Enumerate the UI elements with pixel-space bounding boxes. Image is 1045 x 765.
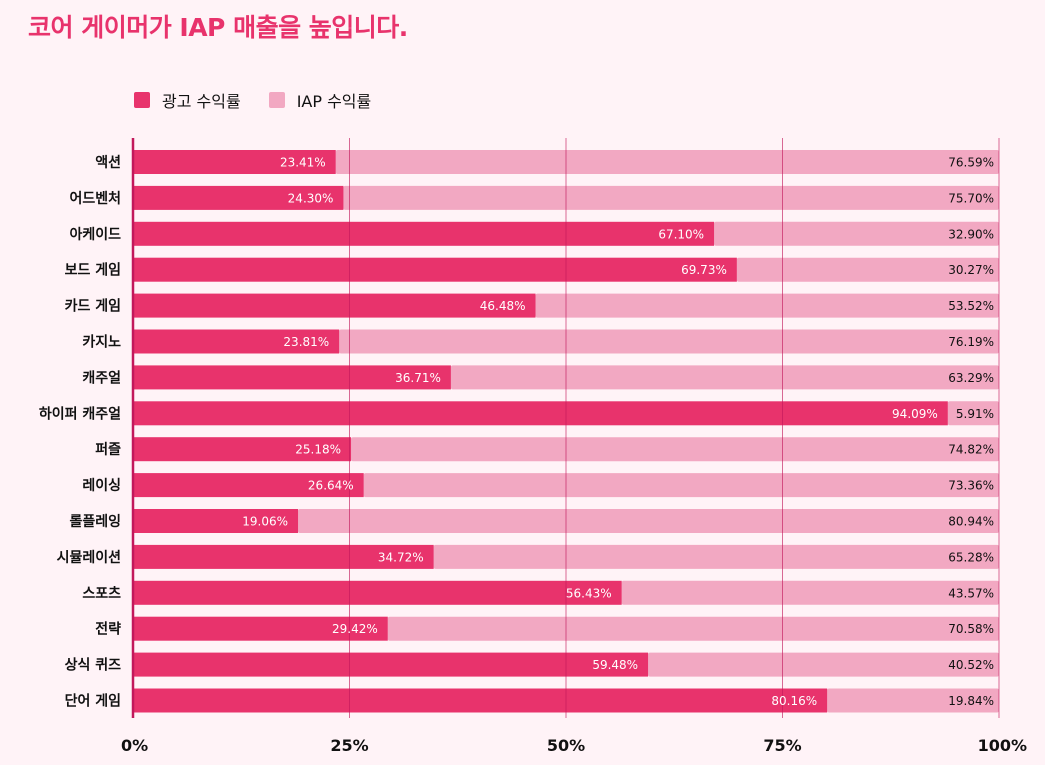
bar-ad	[133, 185, 344, 210]
bar-iap	[947, 401, 999, 426]
bar-iap	[351, 437, 999, 462]
x-tick-label: 50%	[547, 736, 585, 755]
bar-ad	[133, 257, 737, 282]
bar-ad	[133, 401, 948, 426]
data-label-iap: 70.58%	[948, 622, 994, 636]
data-label-iap: 75.70%	[948, 191, 994, 205]
bar-ad	[133, 473, 364, 498]
bar-iap	[450, 365, 1000, 390]
x-tick-label: 0%	[121, 736, 148, 755]
legend-swatch-ad	[134, 92, 150, 108]
bar-ad	[133, 616, 388, 641]
data-label-ad: 26.64%	[308, 479, 354, 493]
chart-title: 코어 게이머가 IAP 매출을 높입니다.	[28, 13, 408, 42]
legend-label-ad: 광고 수익률	[162, 92, 241, 111]
x-tick-label: 25%	[330, 736, 368, 755]
data-label-ad: 56.43%	[566, 586, 612, 600]
data-label-ad: 46.48%	[480, 299, 526, 313]
legend-item-ad: 광고 수익률	[134, 88, 241, 112]
category-label: 롤플레잉	[69, 513, 121, 530]
x-tick-label: 100%	[978, 736, 1027, 755]
data-label-ad: 23.81%	[283, 335, 329, 349]
data-label-iap: 63.29%	[948, 371, 994, 385]
category-label: 상식 퀴즈	[65, 657, 122, 674]
bar-ad	[133, 544, 434, 569]
category-label: 캐주얼	[82, 370, 121, 386]
bar-iap	[621, 580, 999, 605]
data-label-iap: 76.59%	[948, 156, 994, 170]
bar-ad	[133, 580, 622, 605]
data-label-iap: 19.84%	[948, 694, 994, 708]
data-label-ad: 69.73%	[681, 263, 727, 277]
data-label-iap: 30.27%	[948, 263, 994, 277]
bar-iap	[298, 509, 1000, 533]
bar-iap	[387, 616, 999, 641]
data-label-ad: 36.71%	[395, 371, 441, 385]
bar-iap	[714, 221, 999, 246]
legend-item-iap: IAP 수익률	[268, 88, 372, 112]
category-label: 스포츠	[82, 586, 121, 602]
bar-ad	[133, 150, 336, 174]
bar-ad	[133, 688, 828, 713]
data-label-ad: 19.06%	[242, 515, 288, 529]
category-label: 시뮬레이션	[57, 549, 121, 566]
category-label: 액션	[95, 154, 121, 171]
bar-iap	[343, 185, 999, 210]
category-label: 카지노	[82, 335, 121, 351]
category-label: 하이퍼 캐주얼	[39, 405, 121, 422]
data-label-ad: 67.10%	[658, 227, 704, 241]
bar-ad	[133, 221, 715, 246]
data-label-iap: 43.57%	[948, 586, 994, 600]
category-label: 보드 게임	[65, 263, 121, 279]
legend-swatch-iap	[268, 92, 285, 108]
bar-ad	[133, 509, 299, 533]
bar-iap	[363, 473, 999, 498]
data-label-iap: 80.94%	[948, 515, 994, 529]
x-tick-label: 75%	[763, 736, 801, 755]
data-label-ad: 25.18%	[295, 443, 341, 457]
data-label-iap: 32.90%	[948, 227, 994, 241]
category-label: 퍼즐	[95, 442, 121, 458]
data-label-iap: 76.19%	[948, 335, 994, 349]
data-label-iap: 74.82%	[948, 443, 994, 457]
bar-iap	[335, 150, 999, 174]
data-label-ad: 24.30%	[288, 191, 334, 205]
data-label-iap: 5.91%	[956, 407, 994, 421]
bar-iap	[535, 293, 999, 318]
data-label-ad: 23.41%	[280, 156, 326, 170]
category-label: 레이싱	[82, 477, 121, 494]
bar-ad	[133, 365, 451, 390]
bar-ad	[133, 329, 340, 354]
data-label-ad: 34.72%	[378, 550, 424, 564]
bar-iap	[433, 544, 1000, 569]
data-label-ad: 80.16%	[771, 694, 817, 708]
category-label: 어드벤처	[69, 190, 121, 207]
bar-ad	[133, 652, 649, 677]
bar-iap	[339, 329, 1000, 354]
data-label-ad: 94.09%	[892, 407, 938, 421]
bar-iap	[648, 652, 999, 677]
data-label-ad: 59.48%	[592, 658, 638, 672]
category-label: 카드 게임	[65, 299, 121, 315]
data-label-ad: 29.42%	[332, 622, 378, 636]
bar-ad	[133, 437, 352, 462]
category-label: 단어 게임	[65, 693, 121, 710]
legend-label-iap: IAP 수익률	[296, 92, 372, 111]
category-label: 아케이드	[69, 226, 121, 243]
data-label-iap: 53.52%	[948, 299, 994, 313]
category-label: 전략	[95, 621, 121, 638]
chart-legend: 광고 수익률 IAP 수익률	[134, 88, 371, 112]
data-label-iap: 73.36%	[948, 479, 994, 493]
bar-ad	[133, 293, 536, 318]
bar-iap	[736, 257, 999, 282]
data-label-iap: 40.52%	[948, 658, 994, 672]
data-label-iap: 65.28%	[948, 550, 994, 564]
bar-iap	[827, 688, 999, 713]
